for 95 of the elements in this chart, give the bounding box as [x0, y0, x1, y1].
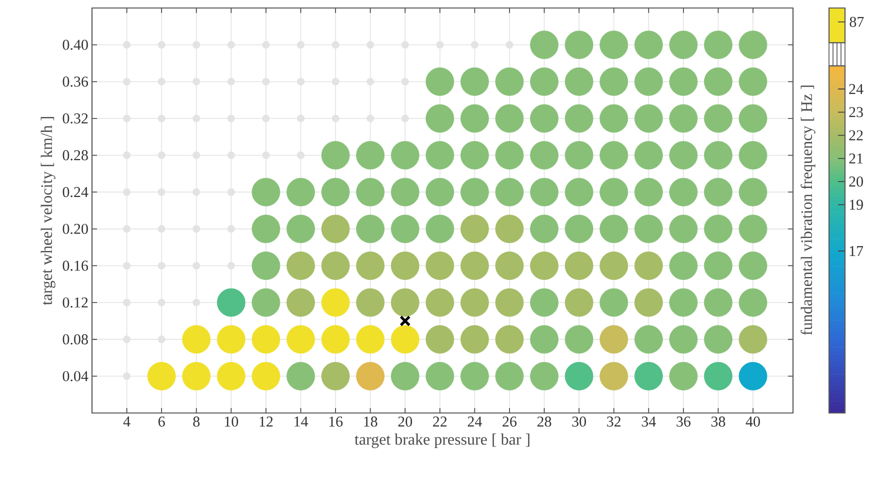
- point: [296, 41, 305, 49]
- point: [401, 114, 409, 122]
- point: [192, 151, 200, 160]
- point: [366, 41, 374, 49]
- x-tick-label: 14: [294, 416, 308, 426]
- point: [296, 151, 305, 160]
- point: [122, 78, 131, 86]
- point: [192, 188, 200, 196]
- y-tick-label: 0.12: [62, 297, 88, 308]
- point: [158, 336, 166, 344]
- point: [192, 298, 200, 306]
- y-tick-label: 0.36: [62, 76, 88, 87]
- x-tick-label: 38: [711, 416, 726, 427]
- point: [227, 151, 235, 160]
- point: [158, 298, 166, 306]
- point: [227, 114, 235, 122]
- x-tick-label: 8: [193, 416, 200, 427]
- point: [122, 262, 131, 270]
- point: [262, 151, 270, 160]
- point: [436, 41, 444, 49]
- point: [332, 41, 340, 49]
- point: [332, 78, 340, 86]
- point: [332, 114, 340, 122]
- color-bar-title: fundamental vibration frequency [ Hz ]: [800, 86, 816, 336]
- point: [227, 188, 235, 196]
- point: [192, 41, 200, 49]
- point: [122, 336, 131, 344]
- x-tick-label: 18: [364, 416, 378, 427]
- x-tick-label: 4: [123, 416, 130, 426]
- point: [227, 78, 235, 86]
- y-tick-label: 0.08: [62, 334, 88, 344]
- point: [158, 78, 166, 86]
- x-tick-label: 30: [572, 416, 586, 427]
- point: [192, 225, 200, 233]
- point: [122, 188, 131, 196]
- point: [366, 78, 374, 86]
- y-axis-title: target wheel velocity [ km/h ]: [40, 116, 56, 306]
- x-tick-label: 26: [502, 416, 517, 427]
- point: [158, 262, 166, 270]
- point: [366, 114, 374, 122]
- point: [122, 225, 131, 233]
- point: [122, 41, 131, 49]
- point: [122, 298, 131, 306]
- point: [122, 114, 131, 122]
- x-tick-label: 20: [398, 416, 412, 427]
- point: [192, 78, 200, 86]
- x-tick-label: 6: [158, 416, 165, 427]
- x-tick-label: 24: [468, 416, 482, 426]
- y-tick-label: 0.04: [62, 371, 88, 382]
- point: [122, 372, 131, 380]
- y-tick-label: 0.28: [62, 150, 88, 160]
- color-bar-label: 20: [849, 176, 863, 187]
- y-tick-label: 0.32: [62, 113, 88, 124]
- x-tick-label: 34: [642, 416, 656, 427]
- x-tick-label: 16: [329, 416, 343, 427]
- color-bar-label: 23: [849, 107, 863, 118]
- color-bar-label: 21: [849, 153, 863, 164]
- x-tick-label: 32: [607, 416, 621, 427]
- point: [262, 78, 270, 86]
- color-bar-label: 24: [849, 84, 864, 94]
- point: [296, 78, 305, 86]
- point: [296, 114, 305, 122]
- color-bar-label: 19: [850, 200, 863, 210]
- x-tick-label: 10: [224, 416, 238, 427]
- x-tick-label: 22: [433, 416, 447, 426]
- point: [158, 225, 166, 233]
- point: [227, 225, 235, 233]
- color-bar-label: 17: [850, 246, 864, 256]
- point: [158, 188, 166, 196]
- x-tick-label: 12: [260, 416, 273, 426]
- text: 87: [850, 16, 864, 27]
- point: [192, 114, 200, 122]
- point: [400, 315, 411, 326]
- point: [158, 114, 166, 122]
- x-axis-title: target brake pressure [ bar ]: [354, 434, 530, 448]
- point: [401, 41, 409, 49]
- point: [227, 262, 235, 270]
- y-tick-label: 0.20: [62, 224, 88, 234]
- point: [158, 41, 166, 49]
- y-tick-label: 0.40: [62, 40, 88, 50]
- y-tick-label: 0.24: [62, 187, 88, 198]
- point: [262, 114, 270, 122]
- point: [192, 262, 200, 270]
- point: [470, 41, 478, 49]
- x-tick-label: 40: [746, 416, 760, 427]
- x-tick-label: 28: [537, 416, 552, 427]
- point: [158, 151, 166, 160]
- y-tick-label: 0.16: [62, 260, 88, 271]
- point: [506, 41, 514, 49]
- point: [122, 151, 131, 160]
- point: [401, 78, 409, 86]
- x-tick-label: 36: [676, 416, 690, 427]
- point: [262, 41, 270, 49]
- point: [227, 41, 235, 49]
- color-bar-label: 22: [849, 130, 863, 140]
